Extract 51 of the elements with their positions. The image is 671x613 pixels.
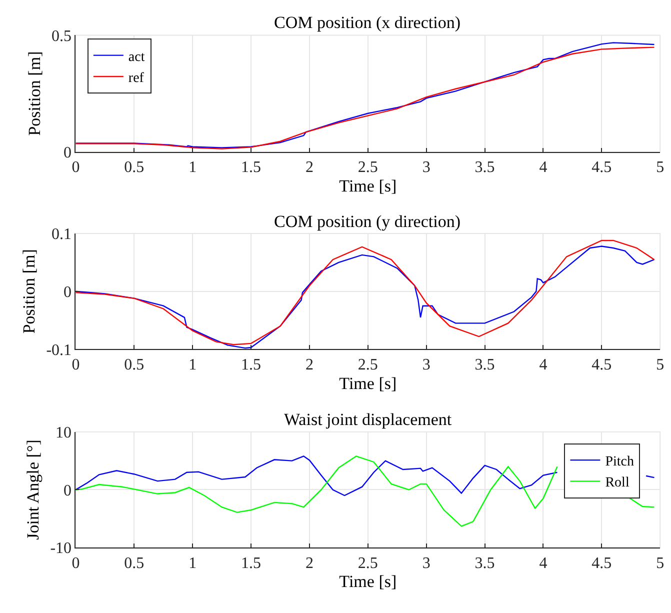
y-tick-label: -10 — [50, 540, 72, 558]
legend-label: act — [128, 50, 145, 65]
x-tick-label: 2 — [305, 159, 314, 176]
x-tick-label: 1.5 — [241, 159, 262, 176]
y-tick-label: 0 — [64, 144, 72, 162]
x-axis-title: Time [s] — [339, 374, 397, 393]
x-axis-title: Time [s] — [339, 176, 397, 196]
x-tick-label: 0.5 — [124, 159, 144, 176]
x-tick-label: 1.5 — [241, 554, 262, 572]
x-tick-label: 3 — [422, 159, 430, 176]
x-tick-label: 3.5 — [474, 159, 495, 176]
x-tick-label: 2 — [305, 356, 314, 374]
x-tick-label: 0.5 — [124, 356, 144, 374]
y-axis-title: Joint Angle [°] — [24, 440, 43, 540]
x-tick-label: 4.5 — [592, 159, 612, 176]
x-tick-label: 3 — [422, 554, 430, 572]
legend-label: Roll — [605, 476, 630, 491]
y-tick-label: 0.1 — [52, 226, 72, 244]
x-tick-label: 4.5 — [592, 356, 612, 374]
x-axis-title: Time [s] — [339, 572, 397, 592]
x-tick-label: 3 — [422, 356, 430, 374]
x-tick-label: 2.5 — [358, 356, 378, 374]
x-tick-label: 2.5 — [358, 159, 378, 176]
chart-title: Waist joint displacement — [284, 410, 452, 429]
legend-label: Pitch — [605, 454, 634, 470]
x-tick-label: 2 — [305, 554, 314, 572]
x-tick-label: 4 — [539, 554, 548, 572]
legend-label: ref — [128, 70, 144, 86]
x-tick-label: 4.5 — [592, 554, 612, 572]
x-tick-label: 1 — [188, 554, 197, 572]
y-tick-label: 10 — [56, 424, 72, 442]
chart-title: COM position (x direction) — [274, 13, 461, 32]
y-tick-label: 0 — [64, 482, 72, 500]
x-tick-label: 5 — [656, 356, 664, 374]
x-tick-label: 3.5 — [474, 356, 495, 374]
y-tick-label: -0.1 — [46, 342, 72, 359]
x-tick-label: 3.5 — [474, 554, 495, 572]
x-tick-label: 1 — [188, 159, 197, 176]
x-tick-label: 5 — [656, 159, 664, 176]
x-tick-label: 4 — [539, 159, 548, 176]
x-tick-label: 1.5 — [241, 356, 262, 374]
x-tick-label: 5 — [656, 554, 664, 572]
chart-title: COM position (y direction) — [274, 212, 461, 231]
y-axis-title: Position [m] — [20, 249, 39, 334]
y-tick-label: 0.5 — [52, 28, 72, 45]
x-tick-label: 4 — [539, 356, 548, 374]
y-tick-label: 0 — [64, 284, 72, 301]
x-tick-label: 2.5 — [358, 554, 378, 572]
x-tick-label: 0.5 — [124, 554, 144, 572]
x-tick-label: 1 — [188, 356, 197, 374]
y-axis-title: Position [m] — [25, 51, 44, 136]
